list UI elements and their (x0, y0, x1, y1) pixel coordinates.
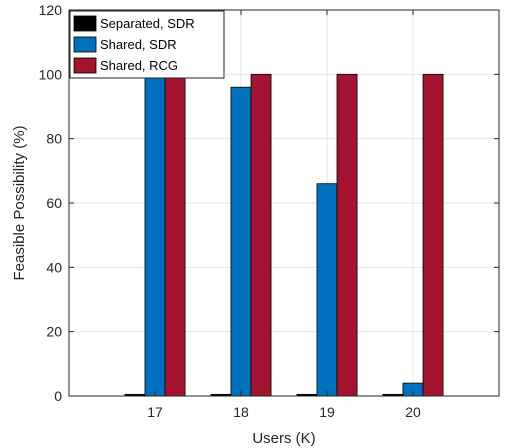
legend-swatch (73, 36, 97, 53)
bar-shared-sdr-18 (230, 86, 252, 397)
y-tick-label: 120 (39, 2, 63, 18)
x-tick-label: 19 (319, 404, 335, 420)
bar-shared-sdr-17 (144, 73, 166, 397)
x-tick-label: 18 (233, 404, 249, 420)
y-tick-label: 40 (46, 259, 62, 275)
legend-entry: Shared, SDR (100, 37, 177, 52)
y-tick-label: 20 (46, 324, 62, 340)
tick-labels: 0 20 40 60 80 100 120 17 18 19 20 (39, 2, 421, 420)
bars (124, 73, 444, 397)
bar-shared-rcg-18 (250, 73, 272, 397)
legend-entry: Separated, SDR (100, 16, 195, 31)
x-tick-label: 17 (147, 404, 163, 420)
legend: Separated, SDR Shared, SDR Shared, RCG (69, 10, 225, 79)
bar-shared-rcg-20 (422, 73, 444, 397)
legend-entry: Shared, RCG (100, 58, 178, 73)
legend-swatch (73, 57, 97, 74)
x-tick-label: 20 (405, 404, 421, 420)
y-tick-label: 0 (54, 388, 62, 404)
legend-swatch (73, 15, 97, 32)
bar-shared-sdr-19 (316, 183, 338, 397)
bar-shared-rcg-17 (164, 73, 186, 397)
y-axis-label: Feasible Possibility (%) (11, 125, 28, 280)
y-tick-label: 100 (39, 66, 63, 82)
y-tick-label: 60 (46, 195, 62, 211)
bar-shared-rcg-19 (336, 73, 358, 397)
x-axis-label: Users (K) (252, 430, 315, 447)
y-tick-label: 80 (46, 131, 62, 147)
